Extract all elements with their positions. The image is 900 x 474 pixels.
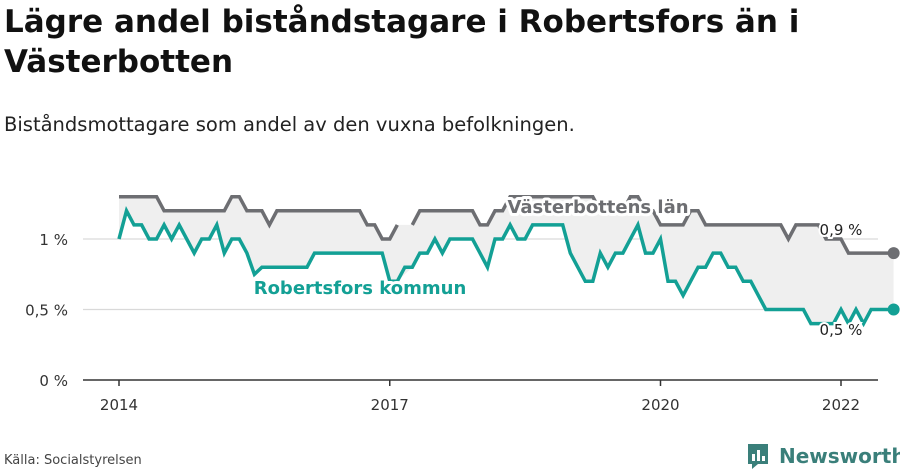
x-tick-label: 2014 [100, 396, 138, 414]
x-tick-label: 2017 [371, 396, 409, 414]
end-point-vasterbotten [887, 247, 900, 260]
page-title: Lägre andel biståndstagare i Robertsfors… [4, 4, 800, 80]
newsworthy-logo-icon [748, 444, 768, 469]
series-line-robertsfors [117, 206, 894, 328]
end-value-label-robertsfors: 0,5 % [820, 321, 863, 339]
series-label-vasterbotten: Västerbottens län [507, 197, 688, 218]
end-value-label-vasterbotten: 0,9 % [820, 221, 863, 239]
x-tick-label: 2020 [641, 396, 679, 414]
y-tick-label: 0,5 % [25, 302, 68, 320]
chart-subtitle: Biståndsmottagare som andel av den vuxna… [4, 113, 575, 136]
brand-name: Newsworthy [779, 444, 900, 468]
y-tick-label: 0 % [39, 372, 68, 390]
source-note: Källa: Socialstyrelsen [4, 453, 142, 468]
series-label-robertsfors: Robertsfors kommun [254, 278, 467, 299]
x-tick-label: 2022 [822, 396, 860, 414]
series-line-vasterbotten [119, 194, 894, 255]
end-point-robertsfors [887, 303, 900, 316]
y-tick-label: 1 % [39, 231, 68, 249]
gap-band [119, 196, 894, 324]
newsworthy-brand[interactable]: Newsworthy [745, 440, 900, 472]
